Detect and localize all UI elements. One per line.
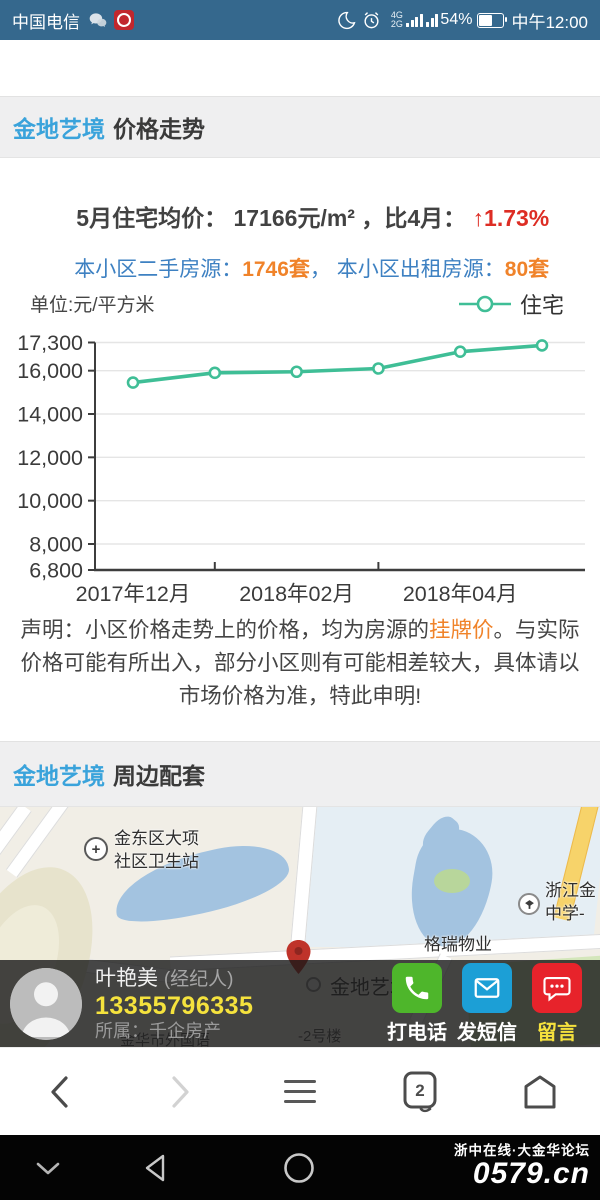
- call-label: 打电话: [387, 1021, 447, 1044]
- clock-label: 中午12:00: [511, 12, 588, 32]
- network-type-badges: 4G 2G: [390, 10, 403, 29]
- rent-count: 80套: [504, 258, 550, 281]
- agent-info: 叶艳美 (经纪人) 13355796335 所属：千企房产: [95, 966, 380, 1042]
- facilities-header: 金地艺境 周边配套: [0, 741, 600, 807]
- chat-bubble-icon: [532, 962, 582, 1013]
- hide-navbar-button[interactable]: [34, 1135, 62, 1200]
- android-back-button[interactable]: [140, 1135, 170, 1200]
- tabs-button[interactable]: 2: [385, 1062, 455, 1122]
- disclaimer-text: 声明：小区价格走势上的价格，均为房源的挂牌价。与实际价格可能有所出入，部分小区则…: [20, 618, 580, 708]
- agent-name: 叶艳美: [95, 966, 158, 990]
- android-nav-bar: 浙中在线·大金华论坛 0579.cn: [0, 1135, 600, 1200]
- app-icon: [114, 10, 134, 30]
- alarm-icon: [362, 11, 381, 30]
- watermark-text: 浙中在线·大金华论坛: [454, 1143, 590, 1158]
- signal-bars-icon: [405, 13, 423, 27]
- avg-price-value: 17166: [233, 205, 298, 231]
- resale-count: 1746套: [242, 258, 310, 281]
- home-button[interactable]: [505, 1062, 575, 1122]
- envelope-icon: [462, 962, 512, 1013]
- moon-icon: [337, 11, 356, 30]
- price-trend-header: 金地艺境 价格走势: [0, 96, 600, 158]
- agent-contact-bar: 叶艳美 (经纪人) 13355796335 所属：千企房产 打电话 发短信 留言: [0, 960, 600, 1047]
- wechat-icon: [88, 10, 108, 30]
- android-home-button[interactable]: [282, 1135, 316, 1200]
- school-glyph-icon: [524, 899, 534, 909]
- compare-label: ，比4月：: [354, 205, 473, 231]
- svg-text:2017年12月: 2017年12月: [76, 582, 191, 606]
- school-icon[interactable]: [518, 893, 540, 915]
- svg-text:17,300: 17,300: [17, 331, 83, 355]
- phone-icon: [392, 962, 442, 1013]
- menu-button[interactable]: [265, 1062, 335, 1122]
- avg-price-line: 5月住宅均价： 17166元/m² ，比4月： ↑1.73%: [0, 172, 600, 260]
- hospital-label: 金东区大项 社区卫生站: [114, 829, 199, 871]
- message-button[interactable]: 留言: [524, 962, 590, 1045]
- price-change-badge: ↑1.73%: [472, 205, 550, 231]
- battery-icon: [477, 12, 508, 28]
- svg-text:2018年04月: 2018年04月: [403, 582, 518, 606]
- community-name: 金地艺境: [13, 116, 105, 142]
- sms-button[interactable]: 发短信: [454, 962, 520, 1045]
- legend-label: 住宅: [519, 293, 564, 318]
- chart-unit-label: 单位:元/平方米: [30, 295, 155, 316]
- forward-button[interactable]: [145, 1062, 215, 1122]
- property-label: 格瑞物业: [424, 935, 492, 954]
- avg-price-unit: 元/m²: [297, 205, 355, 231]
- svg-text:12,000: 12,000: [17, 446, 83, 470]
- svg-text:14,000: 14,000: [17, 403, 83, 427]
- community-name: 金地艺境: [13, 763, 105, 789]
- svg-text:16,000: 16,000: [17, 359, 83, 383]
- call-button[interactable]: 打电话: [384, 962, 450, 1045]
- carrier-label: 中国电信: [12, 12, 80, 32]
- legend-marker-icon: [458, 295, 511, 313]
- agent-role: (经纪人): [163, 968, 234, 990]
- svg-text:8,000: 8,000: [29, 533, 83, 557]
- agent-phone: 13355796335: [95, 991, 254, 1020]
- back-button[interactable]: [25, 1062, 95, 1122]
- svg-text:2018年02月: 2018年02月: [239, 582, 354, 606]
- sms-label: 发短信: [457, 1021, 517, 1044]
- message-label: 留言: [537, 1021, 577, 1044]
- resale-label: 本小区二手房源：: [74, 258, 243, 281]
- battery-percent: 54%: [440, 11, 473, 28]
- listing-counts-line: 本小区二手房源：1746套， 本小区出租房源：80套: [74, 258, 550, 281]
- svg-text:10,000: 10,000: [17, 489, 83, 513]
- hospital-icon[interactable]: +: [84, 837, 108, 861]
- tab-count: 2: [415, 1081, 424, 1100]
- section-title: 周边配套: [113, 763, 205, 789]
- browser-toolbar: 2: [0, 1047, 600, 1136]
- disclaimer-highlight: 挂牌价: [428, 618, 494, 642]
- site-watermark: 浙中在线·大金华论坛 0579.cn: [454, 1139, 590, 1189]
- chart-legend[interactable]: 住宅: [458, 288, 564, 320]
- rent-label: 本小区出租房源：: [336, 258, 505, 281]
- agent-affiliation: 所属：千企房产: [95, 1020, 221, 1041]
- map-lake2-island: [434, 869, 470, 893]
- avg-price-label: 5月住宅均价：: [76, 205, 234, 231]
- agent-avatar[interactable]: [10, 967, 82, 1040]
- status-bar: 中国电信 4G 2G 54% 中午12:00: [0, 0, 600, 40]
- svg-text:6,800: 6,800: [29, 559, 83, 583]
- watermark-logo: 0579.cn: [472, 1157, 590, 1190]
- school-label: 浙江金 中学-: [545, 881, 596, 923]
- signal-bars2-icon: [425, 13, 439, 27]
- section-title: 价格走势: [113, 116, 205, 142]
